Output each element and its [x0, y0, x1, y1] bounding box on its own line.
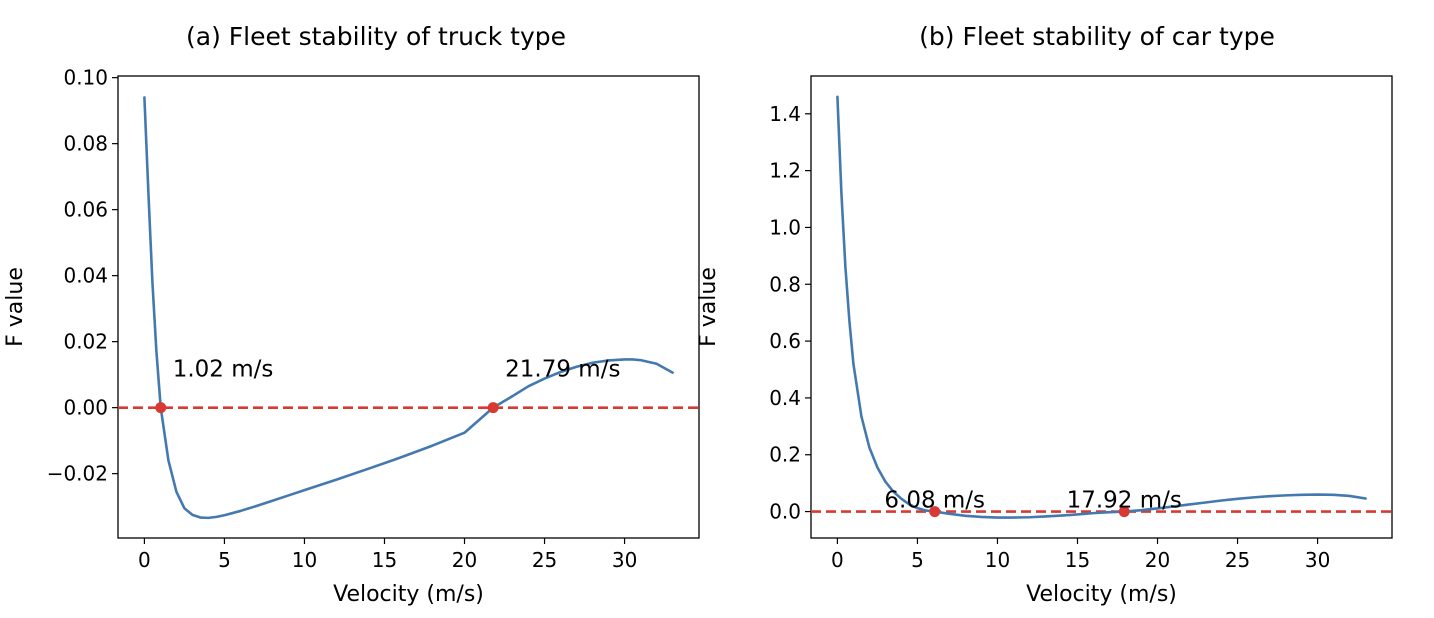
equilibrium-velocity-label: 21.79 m/s [505, 357, 620, 383]
equilibrium-velocity-label: 6.08 m/s [884, 488, 985, 514]
y-axis-label: F value [3, 267, 28, 347]
x-tick-label: 0 [831, 548, 844, 572]
y-tick-label: 0.08 [63, 132, 108, 156]
x-tick-label: 15 [1065, 548, 1090, 572]
y-tick-label: 0.06 [63, 198, 108, 222]
equilibrium-velocity-label: 1.02 m/s [173, 357, 274, 383]
x-axis-label: Velocity (m/s) [1026, 582, 1177, 607]
y-axis-label: F value [696, 267, 721, 347]
x-tick-label: 20 [452, 548, 477, 572]
plot-frame [117, 75, 700, 539]
x-tick-label: 0 [138, 548, 151, 572]
x-tick-label: 5 [911, 548, 924, 572]
equilibrium-point-marker [1118, 506, 1130, 518]
plot-frame [810, 75, 1393, 539]
x-tick-label: 30 [612, 548, 637, 572]
y-tick-label: 0.0 [769, 500, 801, 524]
equilibrium-point-marker [155, 402, 167, 414]
y-tick-label: 1.2 [769, 159, 801, 183]
x-tick-label: 20 [1145, 548, 1170, 572]
x-tick-label: 10 [985, 548, 1010, 572]
y-tick-label: −0.02 [47, 462, 108, 486]
y-tick-label: 0.8 [769, 272, 801, 296]
x-tick-label: 30 [1305, 548, 1330, 572]
y-tick-label: 0.04 [63, 264, 108, 288]
x-tick-label: 5 [218, 548, 231, 572]
y-tick-label: 0.02 [63, 330, 108, 354]
x-tick-label: 25 [1225, 548, 1250, 572]
y-tick-label: 0.00 [63, 396, 108, 420]
chart-title: (a) Fleet stability of truck type [186, 22, 566, 51]
equilibrium-point-marker [487, 402, 499, 414]
x-tick-label: 10 [292, 548, 317, 572]
y-tick-label: 0.6 [769, 329, 801, 353]
x-tick-label: 25 [532, 548, 557, 572]
f-value-curve [143, 96, 674, 520]
equilibrium-velocity-label: 17.92 m/s [1067, 488, 1182, 514]
y-tick-label: 0.2 [769, 443, 801, 467]
y-tick-label: 0.10 [63, 66, 108, 90]
y-tick-label: 1.0 [769, 215, 801, 239]
chart-panel-a: (a) Fleet stability of truck type 0 5 10 15 2… [3, 22, 700, 607]
chart-title: (b) Fleet stability of car type [919, 22, 1275, 51]
x-axis-label: Velocity (m/s) [333, 582, 484, 607]
y-tick-label: 1.4 [769, 102, 801, 126]
f-value-curve [836, 95, 1367, 519]
x-tick-label: 15 [372, 548, 397, 572]
chart-panel-b: (b) Fleet stability of car type 0 5 10 15 20 2… [696, 22, 1393, 607]
equilibrium-point-marker [929, 506, 941, 518]
y-tick-label: 0.4 [769, 386, 801, 410]
